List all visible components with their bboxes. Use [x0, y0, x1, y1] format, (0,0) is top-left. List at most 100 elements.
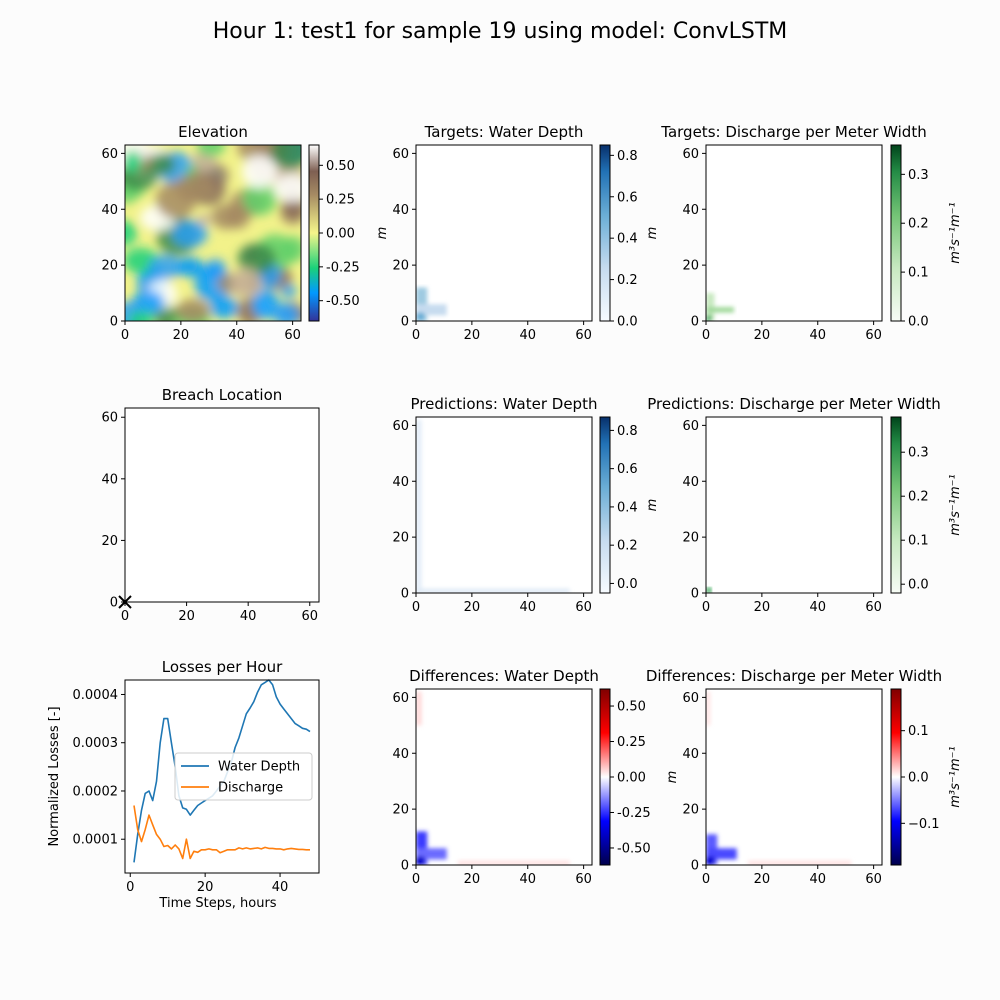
- y-tick-label: 0: [691, 859, 699, 874]
- panel-title: Predictions: Water Depth: [411, 395, 598, 413]
- y-tick-label: 60: [682, 691, 699, 706]
- y-tick-label: 20: [101, 534, 118, 549]
- x-tick-label: 0: [412, 872, 420, 887]
- x-tick-label: 40: [272, 880, 289, 895]
- colorbar-tick-label: -0.50: [326, 294, 360, 309]
- y-tick-label: 60: [101, 147, 118, 162]
- colorbar-tick-label: 0.8: [617, 424, 638, 439]
- axes-frame: [705, 688, 883, 866]
- panel-title: Differences: Discharge per Meter Width: [646, 667, 942, 685]
- colorbar: [599, 144, 611, 322]
- colorbar-tick-label: 0.00: [326, 227, 355, 242]
- y-tick-label: 0: [691, 587, 699, 602]
- y-axis-label: Normalized Losses [-]: [47, 706, 62, 846]
- axes-frame: [705, 144, 883, 322]
- panel-targets-water-depth: 0 20 40 60 0 20 40 60 Targets: Water Depth m 0.0 0.…: [375, 123, 660, 343]
- colorbar-tick-label: 0.3: [908, 446, 929, 461]
- y-tick-label: 60: [682, 419, 699, 434]
- panel-differences-discharge: 0 20 40 60 0 20 40 60 Differences: Discharge per…: [646, 667, 963, 887]
- x-tick-label: 40: [519, 600, 536, 615]
- panel-losses-per-hour: 0 20 40 0.0001 0.0002 0.0003 0.0004 Losses per …: [47, 658, 320, 911]
- colorbar: [599, 416, 611, 594]
- x-tick-label: 40: [809, 328, 826, 343]
- colorbar-tick-label: 0.2: [908, 217, 929, 232]
- y-tick-label: 20: [392, 259, 409, 274]
- y-tick-label: 0.0002: [73, 784, 119, 799]
- y-tick-label: 0: [401, 315, 409, 330]
- colorbar-tick-label: 0.3: [908, 168, 929, 183]
- y-tick-label: 20: [682, 531, 699, 546]
- x-tick-label: 20: [178, 609, 195, 624]
- panel-targets-discharge: 0 20 40 60 0 20 40 60 Targets: Discharge per Met…: [660, 123, 963, 343]
- y-tick-label: 0: [110, 315, 118, 330]
- colorbar-tick-label: 0.2: [908, 490, 929, 505]
- x-tick-label: 60: [865, 328, 882, 343]
- axes-frame: [124, 407, 320, 603]
- plot-area: [416, 689, 592, 865]
- y-tick-label: 0.0004: [73, 688, 119, 703]
- x-tick-label: 40: [519, 328, 536, 343]
- colorbar: [308, 144, 320, 322]
- y-tick-label: 40: [101, 203, 118, 218]
- plot-area: [706, 145, 882, 321]
- plot-area: [125, 408, 319, 602]
- colorbar-tick-label: 0.1: [908, 534, 929, 549]
- colorbar-tick-label: 0.1: [908, 266, 929, 281]
- colorbar-label: m³s⁻¹m⁻¹: [948, 746, 963, 807]
- heatmap-image: [706, 587, 712, 593]
- colorbar-tick-label: 0.50: [326, 159, 355, 174]
- y-tick-label: 0.0001: [73, 833, 119, 848]
- axes-frame: [415, 144, 593, 322]
- axes-frame: [415, 688, 593, 866]
- colorbar-tick-label: 0.4: [617, 500, 638, 515]
- x-tick-label: 20: [464, 872, 481, 887]
- x-tick-label: 0: [702, 328, 710, 343]
- colorbar-tick-label: −0.1: [908, 817, 940, 832]
- y-tick-label: 0: [401, 587, 409, 602]
- plot-area: [416, 145, 592, 321]
- colorbar-tick-label: 0.2: [617, 273, 638, 288]
- x-tick-label: 60: [284, 328, 301, 343]
- colorbar-tick-label: 0.50: [617, 700, 646, 715]
- y-tick-label: 0: [401, 859, 409, 874]
- heatmap-image: [706, 691, 852, 865]
- y-tick-label: 20: [392, 531, 409, 546]
- colorbar-tick-label: 0.0: [617, 577, 638, 592]
- y-tick-label: 40: [392, 747, 409, 762]
- colorbar: [890, 416, 902, 594]
- colorbar-tick-label: 0.0: [617, 315, 638, 330]
- x-tick-label: 60: [575, 328, 592, 343]
- x-tick-label: 40: [228, 328, 245, 343]
- plot-area: [706, 417, 882, 593]
- colorbar-tick-label: 0.6: [617, 190, 638, 205]
- panel-title: Elevation: [178, 123, 248, 141]
- x-tick-label: 40: [809, 872, 826, 887]
- x-tick-label: 60: [575, 600, 592, 615]
- panel-title: Differences: Water Depth: [409, 667, 599, 685]
- x-tick-label: 20: [754, 872, 771, 887]
- y-tick-label: 20: [682, 803, 699, 818]
- y-axis-label: m: [665, 771, 680, 784]
- plot-area: [416, 417, 592, 593]
- heatmap-image: [706, 293, 734, 321]
- x-tick-label: 20: [173, 328, 190, 343]
- x-tick-label: 0: [126, 880, 134, 895]
- colorbar-tick-label: 0.0: [908, 578, 929, 593]
- x-tick-label: 60: [575, 872, 592, 887]
- colorbar: [890, 688, 902, 866]
- colorbar-label: m: [645, 499, 660, 512]
- x-tick-label: 60: [865, 600, 882, 615]
- colorbar-tick-label: 0.1: [908, 724, 929, 739]
- y-tick-label: 40: [682, 747, 699, 762]
- y-tick-label: 40: [682, 475, 699, 490]
- colorbar-tick-label: 0.0: [908, 771, 929, 786]
- heatmap-image: [416, 287, 447, 321]
- x-tick-label: 60: [865, 872, 882, 887]
- x-tick-label: 0: [121, 328, 129, 343]
- x-axis-label: Time Steps, hours: [158, 896, 276, 911]
- y-tick-label: 0.0003: [73, 736, 119, 751]
- axes-frame: [705, 416, 883, 594]
- y-tick-label: 0: [691, 315, 699, 330]
